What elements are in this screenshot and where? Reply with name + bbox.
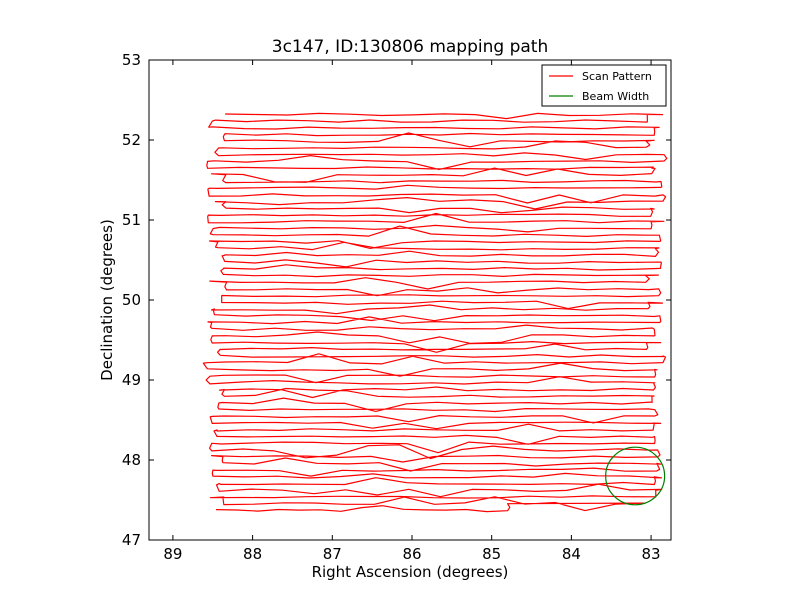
legend-scan-label: Scan Pattern [582, 70, 652, 83]
chart-title: 3c147, ID:130806 mapping path [272, 37, 548, 57]
x-tick-label: 86 [402, 545, 421, 563]
y-tick-label: 52 [122, 131, 141, 149]
x-tick-label: 84 [562, 545, 581, 563]
y-tick-label: 48 [122, 451, 141, 469]
x-tick-label: 83 [642, 545, 661, 563]
x-tick-label: 89 [163, 545, 182, 563]
y-axis-label: Declination (degrees) [98, 219, 116, 381]
x-tick-label: 87 [323, 545, 342, 563]
y-tick-label: 53 [122, 51, 141, 69]
beam-width-circle [605, 446, 666, 506]
legend: Scan Pattern Beam Width [541, 64, 667, 107]
x-tick-label: 85 [482, 545, 501, 563]
legend-beam-label: Beam Width [582, 90, 649, 103]
scan-pattern-line [202, 112, 668, 513]
x-axis-label: Right Ascension (degrees) [312, 563, 509, 581]
y-tick-label: 50 [122, 291, 141, 309]
x-tick-label: 88 [243, 545, 262, 563]
y-tick-label: 51 [122, 211, 141, 229]
y-tick-label: 47 [122, 531, 141, 549]
y-tick-label: 49 [122, 371, 141, 389]
legend-box [541, 64, 667, 107]
